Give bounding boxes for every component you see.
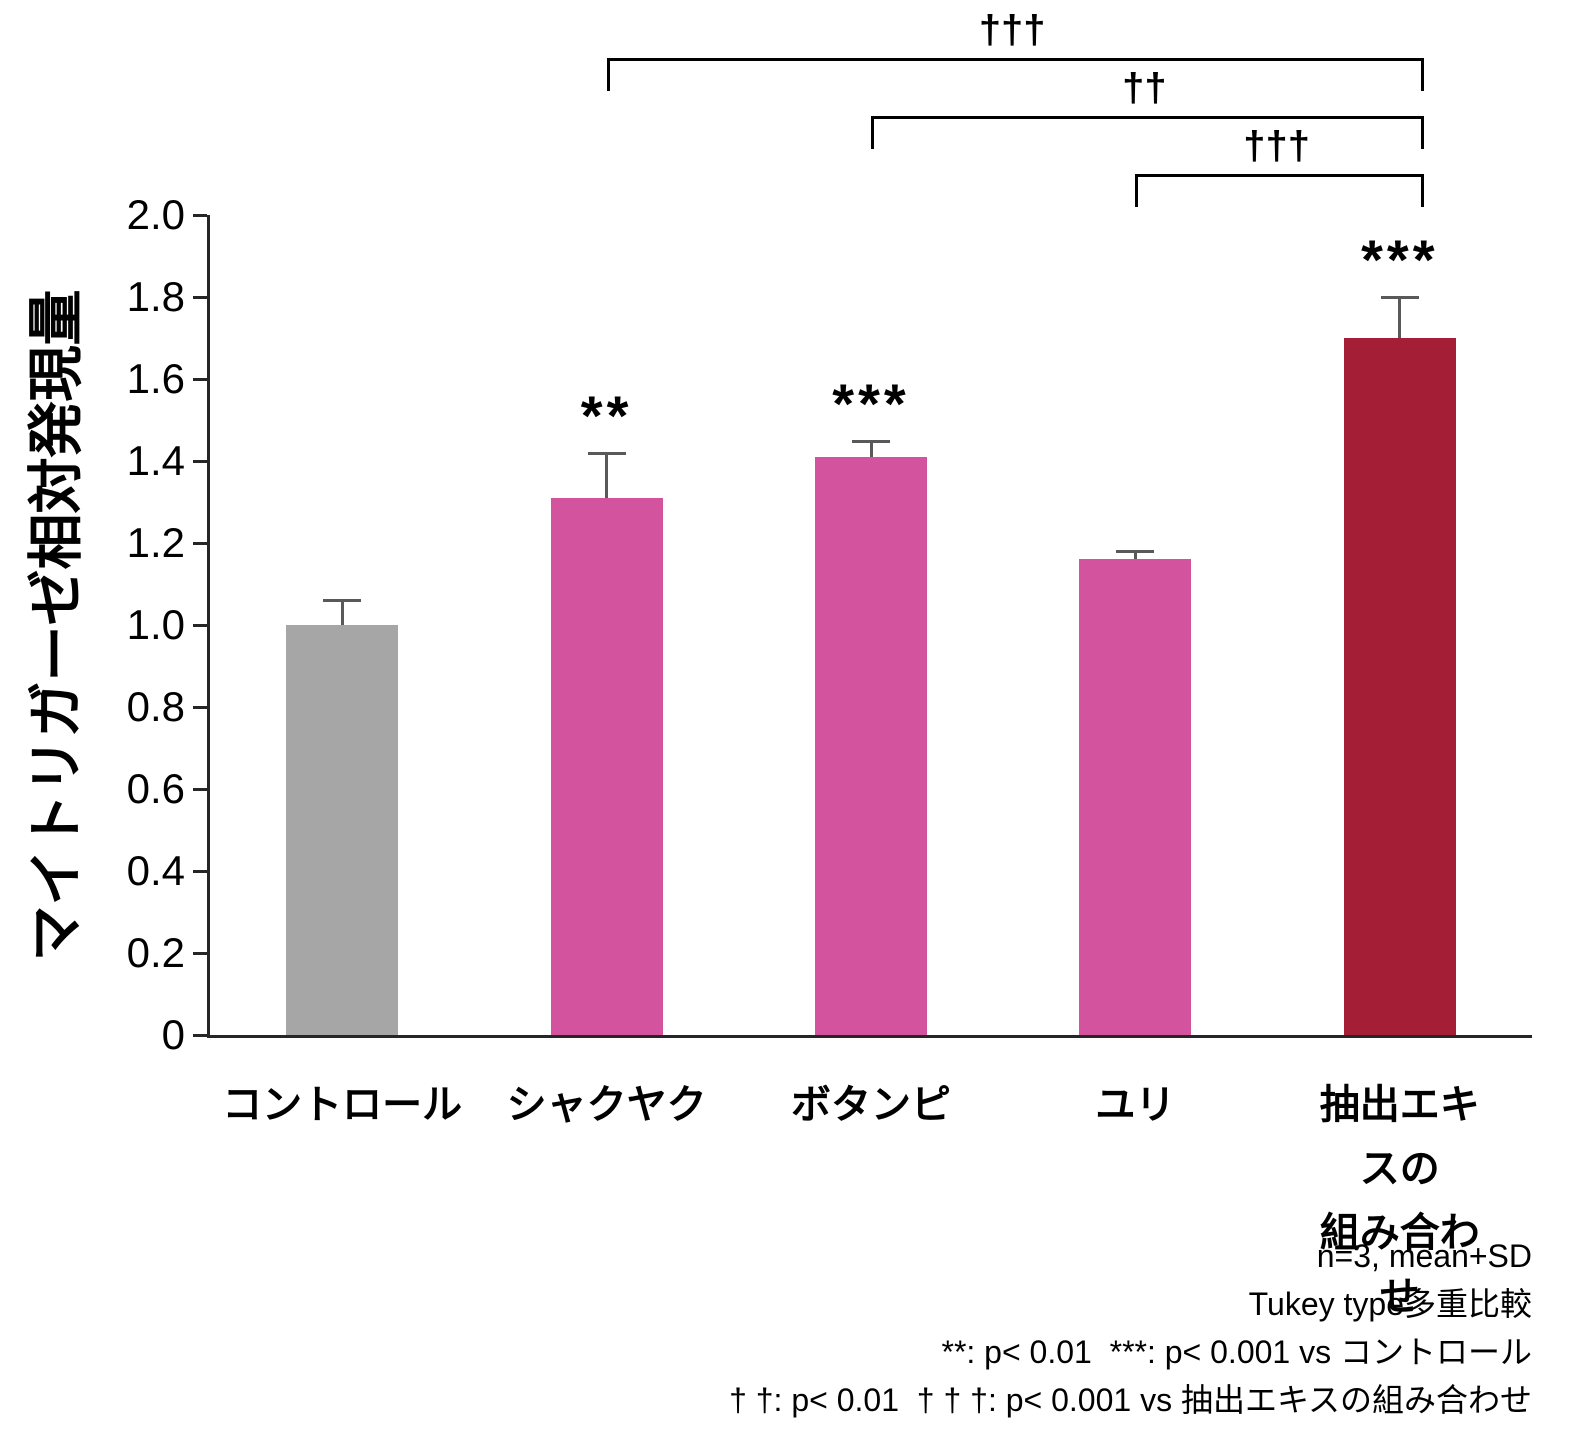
y-tick-label: 1.6 [126,355,185,402]
error-bar-cap [587,451,626,455]
y-tick-mark [193,378,207,381]
comparison-bracket [606,58,1424,91]
y-tick-label: 1.2 [126,519,185,566]
error-bar-cap [1116,550,1155,554]
error-bar-line [1398,297,1402,338]
x-axis-category-label: ボタンピ [791,1083,951,1127]
error-bar-line [340,600,344,625]
comparison-bracket [871,116,1424,149]
comparison-bracket-label: ††† [1243,124,1310,168]
y-tick-label: 1.8 [126,273,185,320]
y-tick-label: 0.2 [126,929,185,976]
error-bar-line [1133,551,1137,560]
y-tick-label: 1.0 [126,601,185,648]
y-tick-mark [193,1034,207,1037]
y-tick-mark [193,788,207,791]
error-bar-line [869,440,873,457]
y-tick-label: 0.4 [126,847,185,894]
error-bar-cap [323,599,362,603]
x-axis-category-label: コントロール [222,1083,463,1127]
comparison-bracket [1135,174,1424,207]
y-tick-mark [193,624,207,627]
comparison-bracket-label: ††† [978,8,1046,52]
comparison-bracket-label: †† [1122,66,1167,110]
bar [286,625,399,1035]
error-bar-cap [852,439,890,443]
y-tick-mark [193,214,207,217]
error-bar-cap [1380,296,1419,299]
y-tick-mark [193,542,207,545]
y-tick-label: 0 [161,1011,185,1058]
bar [815,456,927,1035]
significance-label: *** [832,371,910,435]
y-tick-label: 1.4 [126,437,185,484]
bar [550,497,663,1035]
footnote-line: Tukey type多重比較 [1248,1286,1532,1322]
x-axis-line [207,1035,1532,1038]
y-tick-mark [193,296,207,299]
significance-label: ** [580,383,633,447]
y-tick-mark [193,706,207,709]
x-axis-category-label: シャクヤク [506,1083,707,1127]
footnote-line: † †: p< 0.01 † † †: p< 0.001 vs 抽出エキスの組み… [729,1382,1532,1418]
y-tick-mark [193,952,207,955]
y-tick-label: 2.0 [126,191,185,238]
y-axis-line [207,215,210,1038]
y-tick-mark [193,460,207,463]
y-tick-label: 0.8 [126,683,185,730]
y-tick-label: 0.6 [126,765,185,812]
footnote-line: n=3, mean+SD [1316,1238,1532,1274]
error-bar-line [605,452,609,498]
footnote-line: **: p< 0.01 ***: p< 0.001 vs コントロール [941,1334,1532,1370]
y-tick-mark [193,870,207,873]
bar [1079,559,1192,1035]
chart-footnotes: n=3, mean+SD Tukey type多重比較 **: p< 0.01 **… [729,1232,1532,1424]
x-axis-category-label: ユリ [1095,1083,1176,1127]
x-axis-category-label: 抽出エキスの 組み合わせ [1319,1083,1480,1319]
bar [1343,338,1456,1035]
significance-label: *** [1361,228,1439,291]
